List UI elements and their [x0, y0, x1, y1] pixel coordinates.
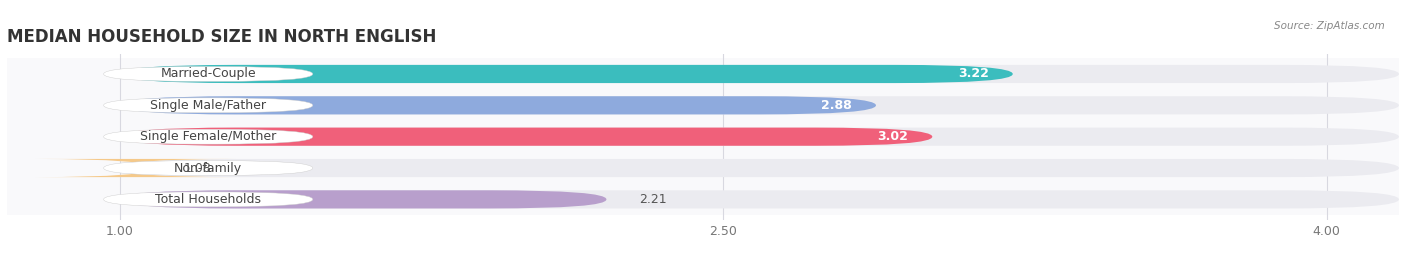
- FancyBboxPatch shape: [120, 96, 1399, 114]
- FancyBboxPatch shape: [104, 129, 312, 144]
- FancyBboxPatch shape: [120, 96, 876, 114]
- Text: Total Households: Total Households: [155, 193, 262, 206]
- FancyBboxPatch shape: [120, 128, 932, 146]
- Bar: [7, 121, 1399, 152]
- FancyBboxPatch shape: [104, 192, 312, 207]
- Bar: [7, 184, 1399, 215]
- FancyBboxPatch shape: [120, 190, 606, 209]
- Text: 3.22: 3.22: [957, 68, 988, 80]
- FancyBboxPatch shape: [120, 128, 1399, 146]
- FancyBboxPatch shape: [104, 161, 312, 176]
- FancyBboxPatch shape: [104, 66, 312, 81]
- Text: MEDIAN HOUSEHOLD SIZE IN NORTH ENGLISH: MEDIAN HOUSEHOLD SIZE IN NORTH ENGLISH: [7, 28, 436, 46]
- Text: Single Female/Mother: Single Female/Mother: [141, 130, 277, 143]
- Text: 2.21: 2.21: [638, 193, 666, 206]
- FancyBboxPatch shape: [120, 190, 1399, 209]
- Text: 1.08: 1.08: [184, 162, 212, 174]
- FancyBboxPatch shape: [104, 98, 312, 113]
- Text: 3.02: 3.02: [877, 130, 908, 143]
- Text: 2.88: 2.88: [821, 99, 852, 112]
- Text: Source: ZipAtlas.com: Source: ZipAtlas.com: [1274, 21, 1385, 31]
- FancyBboxPatch shape: [35, 159, 236, 177]
- Bar: [7, 152, 1399, 184]
- Text: Married-Couple: Married-Couple: [160, 68, 256, 80]
- FancyBboxPatch shape: [120, 159, 1399, 177]
- Text: Non-family: Non-family: [174, 162, 242, 174]
- Text: Single Male/Father: Single Male/Father: [150, 99, 266, 112]
- Bar: [7, 58, 1399, 90]
- FancyBboxPatch shape: [120, 65, 1399, 83]
- FancyBboxPatch shape: [120, 65, 1012, 83]
- Bar: [7, 90, 1399, 121]
